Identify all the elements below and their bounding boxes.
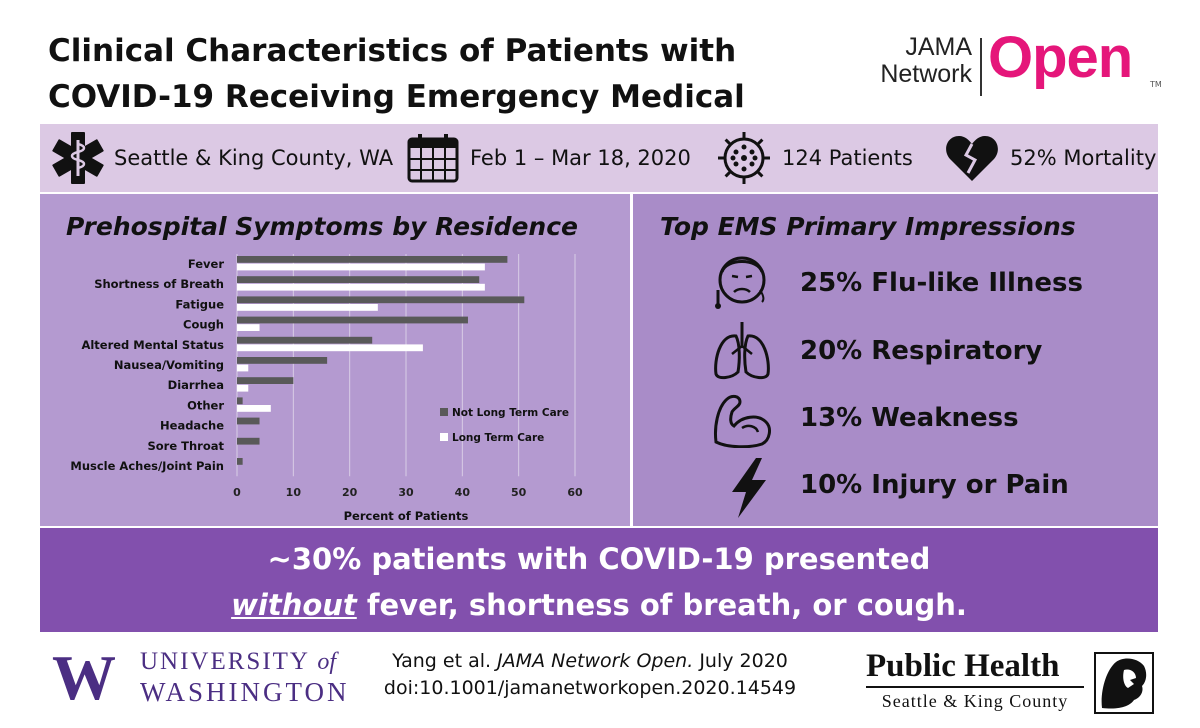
chart-title: Prehospital Symptoms by Residence — [66, 212, 578, 241]
star-of-life-icon — [52, 132, 104, 184]
x-tick-label: 60 — [567, 486, 583, 499]
category-label: Diarrhea — [168, 378, 224, 392]
category-label: Altered Mental Status — [81, 338, 224, 352]
banner-emphasis: without — [231, 588, 357, 622]
title-line-1: Clinical Characteristics of Patients wit… — [48, 33, 737, 69]
legend-swatch — [440, 408, 448, 416]
network-word: Network — [880, 60, 972, 88]
impressions-title: Top EMS Primary Impressions — [660, 212, 1076, 241]
symptoms-bar-chart: 0 10 20 30 40 50 60 Fever Shortness of Breath Fat… — [70, 254, 583, 523]
bar-not-long-term-care — [237, 437, 260, 445]
calendar-icon — [407, 134, 459, 183]
bar-not-long-term-care — [237, 296, 525, 304]
bar-long-term-care — [237, 263, 485, 271]
logo-divider — [980, 38, 982, 96]
mlk-portrait-logo — [1094, 652, 1154, 714]
impressions-panel — [633, 194, 1158, 526]
bar-not-long-term-care — [237, 417, 260, 425]
public-health-rule — [866, 686, 1084, 688]
uw-washington: WASHINGTON — [140, 677, 350, 707]
category-label: Fever — [188, 257, 224, 271]
legend-swatch — [440, 433, 448, 441]
lightning-icon — [732, 458, 766, 518]
bar-not-long-term-care — [237, 357, 328, 364]
uw-wordmark: UNIVERSITY of WASHINGTON — [140, 648, 350, 708]
category-label: Nausea/Vomiting — [114, 358, 224, 372]
impression-flu: 25% Flu-like Illness — [800, 268, 1083, 298]
bar-not-long-term-care — [237, 256, 508, 263]
flexed-arm-icon — [714, 394, 771, 448]
citation: Yang et al. JAMA Network Open. July 2020… — [360, 648, 820, 702]
bar-long-term-care — [237, 324, 260, 331]
bar-long-term-care — [237, 283, 485, 291]
bar-not-long-term-care — [237, 458, 243, 465]
fact-location: Seattle & King County, WA — [52, 124, 393, 192]
bar-not-long-term-care — [237, 377, 294, 384]
x-axis-label: Percent of Patients — [344, 509, 469, 523]
lungs-icon — [714, 322, 770, 380]
x-tick-label: 30 — [398, 486, 414, 499]
category-label: Other — [187, 398, 224, 412]
x-tick-label: 50 — [511, 486, 527, 499]
fact-patients: 124 Patients — [716, 124, 913, 192]
x-tick-label: 20 — [342, 486, 358, 499]
open-word: Open — [988, 25, 1133, 90]
citation-journal: JAMA Network Open. — [497, 650, 694, 672]
public-health-wordmark: Public Health Seattle & King County — [866, 648, 1084, 712]
mortality-text: 52% Mortality — [1010, 146, 1157, 170]
x-tick-label: 0 — [233, 486, 241, 499]
uw-w-logo: W — [52, 642, 116, 713]
uw-university: UNIVERSITY — [140, 648, 310, 675]
patients-text: 124 Patients — [782, 146, 913, 170]
fact-mortality: 52% Mortality — [944, 124, 1156, 192]
citation-date: July 2020 — [693, 650, 788, 672]
bar-not-long-term-care — [237, 336, 373, 344]
bar-not-long-term-care — [237, 316, 468, 324]
jama-word: JAMA — [905, 33, 972, 61]
category-label: Muscle Aches/Joint Pain — [70, 459, 224, 473]
title-line-2: COVID-19 Receiving Emergency Medical Ser… — [48, 79, 745, 161]
category-label: Sore Throat — [147, 439, 224, 453]
legend-label: Not Long Term Care — [452, 407, 569, 419]
broken-heart-icon — [946, 136, 998, 181]
category-label: Shortness of Breath — [94, 277, 224, 291]
bar-long-term-care — [237, 364, 249, 372]
category-label: Headache — [160, 419, 224, 433]
bar-not-long-term-care — [237, 276, 480, 283]
impression-respiratory: 20% Respiratory — [800, 336, 1043, 366]
dates-text: Feb 1 – Mar 18, 2020 — [470, 146, 691, 170]
bar-long-term-care — [237, 344, 423, 352]
impression-weakness: 13% Weakness — [800, 403, 1019, 433]
bar-long-term-care — [237, 304, 378, 311]
facts-band: Seattle & King County, WA Feb 1 – Mar 18… — [40, 124, 1158, 192]
citation-authors: Yang et al. — [392, 650, 498, 672]
category-label: Fatigue — [175, 297, 224, 311]
public-health-title: Public Health — [866, 648, 1060, 684]
category-label: Cough — [183, 318, 224, 332]
public-health-subtitle: Seattle & King County — [881, 691, 1069, 711]
fact-dates: Feb 1 – Mar 18, 2020 — [406, 124, 691, 192]
bar-long-term-care — [237, 384, 249, 392]
banner-line-2-rest: fever, shortness of breath, or cough. — [356, 588, 967, 622]
x-tick-label: 10 — [286, 486, 302, 499]
legend-label: Long Term Care — [452, 432, 544, 444]
x-tick-label: 40 — [455, 486, 471, 499]
key-finding-banner: ~30% patients with COVID-19 presented wi… — [40, 528, 1158, 632]
trademark-mark: TM — [1150, 80, 1162, 89]
bar-not-long-term-care — [237, 397, 243, 405]
symptoms-panel — [40, 194, 630, 526]
jama-network-open-logo: JAMA Network Open TM — [868, 25, 1168, 108]
banner-line-1: ~30% patients with COVID-19 presented — [267, 542, 931, 576]
impression-injury: 10% Injury or Pain — [800, 470, 1069, 500]
citation-doi: doi:10.1001/jamanetworkopen.2020.14549 — [383, 677, 797, 699]
uw-of: of — [317, 649, 336, 675]
location-text: Seattle & King County, WA — [114, 146, 394, 170]
banner-line-2: without fever, shortness of breath, or c… — [40, 582, 1158, 628]
virus-icon — [718, 132, 770, 184]
bar-long-term-care — [237, 405, 271, 412]
page-title: Clinical Characteristics of Patients wit… — [48, 28, 848, 166]
sick-face-icon — [715, 256, 766, 309]
